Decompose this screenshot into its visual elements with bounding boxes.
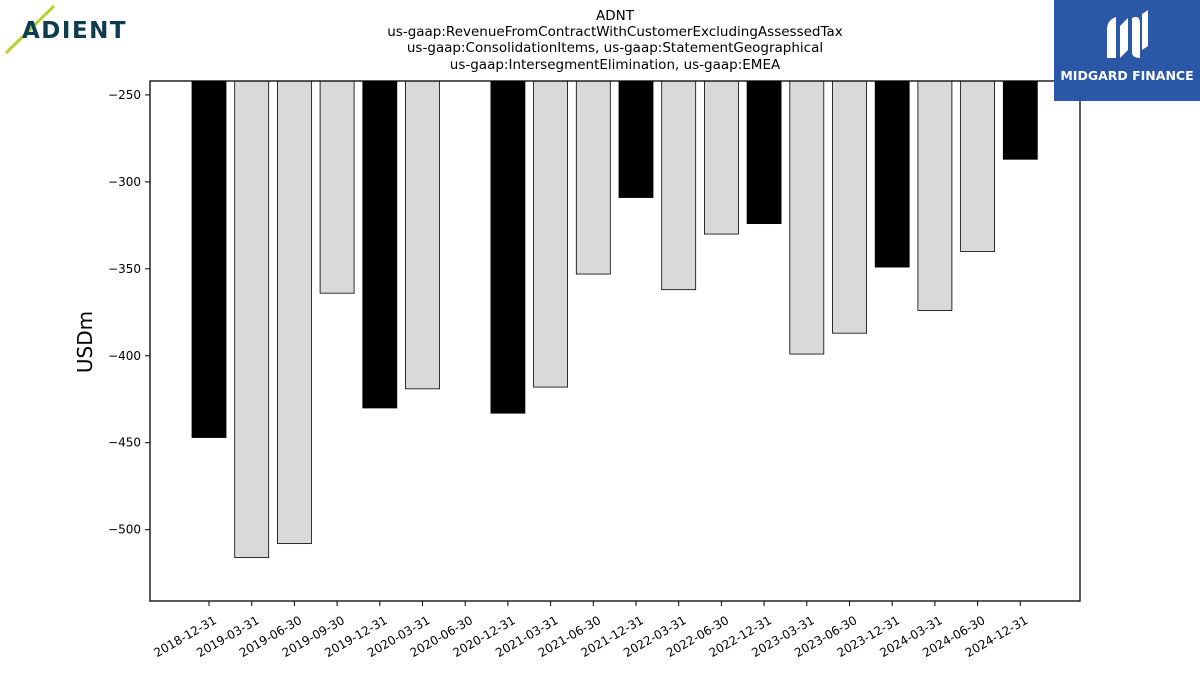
y-tick-label: −450 (108, 436, 141, 450)
y-tick-label: −300 (108, 175, 141, 189)
bar-2020-12-31 (490, 80, 526, 414)
bar-2023-06-30 (832, 80, 867, 334)
bar-2024-12-31 (1002, 80, 1038, 160)
bar-2022-03-31 (661, 80, 697, 291)
bar-2023-12-31 (874, 80, 910, 268)
bar-2018-12-31 (191, 80, 227, 438)
midgard-finance-logo: MIDGARD FINANCE (1054, 0, 1200, 101)
bar-2022-12-31 (746, 80, 782, 225)
bar-2019-06-30 (276, 80, 312, 545)
chart-title-line-2: us-gaap:RevenueFromContractWithCustomerE… (387, 24, 843, 40)
chart-title-line-1: ADNT (596, 8, 635, 24)
adient-logo-text: ADIENT (22, 18, 127, 44)
chart-title-line-3: us-gaap:ConsolidationItems, us-gaap:Stat… (407, 40, 823, 56)
y-tick-label: −350 (108, 262, 141, 276)
bar-2021-06-30 (575, 80, 611, 275)
y-tick-label: −500 (108, 523, 141, 537)
chart-title: ADNT us-gaap:RevenueFromContractWithCust… (387, 8, 843, 73)
bar-2023-03-31 (789, 80, 825, 355)
midgard-logo-mark-icon (1107, 10, 1148, 58)
y-axis-label: USDm (73, 311, 97, 373)
chart-title-line-4: us-gaap:IntersegmentElimination, us-gaap… (450, 57, 781, 73)
plot-frame (149, 80, 1081, 602)
bar-2019-03-31 (234, 80, 270, 558)
y-axis-ticks: −500 −450 −400 −350 −300 −250 (108, 88, 150, 537)
midgard-logo-text: MIDGARD FINANCE (1060, 68, 1194, 83)
adient-logo: ADIENT (4, 4, 127, 55)
bar-2019-09-30 (319, 80, 355, 294)
adient-logo-slash (4, 4, 56, 55)
bar-2024-03-31 (917, 80, 953, 311)
bar-2021-12-31 (618, 80, 654, 198)
bars-group (191, 80, 1038, 558)
y-tick-label: −400 (108, 349, 141, 363)
bar-2022-06-30 (704, 80, 739, 235)
bar-2024-06-30 (960, 80, 995, 252)
x-axis-ticks: 2018-12-312019-03-312019-06-302019-09-30… (151, 601, 1030, 660)
bar-2020-03-31 (405, 80, 440, 390)
y-tick-label: −250 (108, 88, 141, 102)
bar-2019-12-31 (362, 80, 398, 409)
bar-2021-03-31 (533, 80, 568, 388)
